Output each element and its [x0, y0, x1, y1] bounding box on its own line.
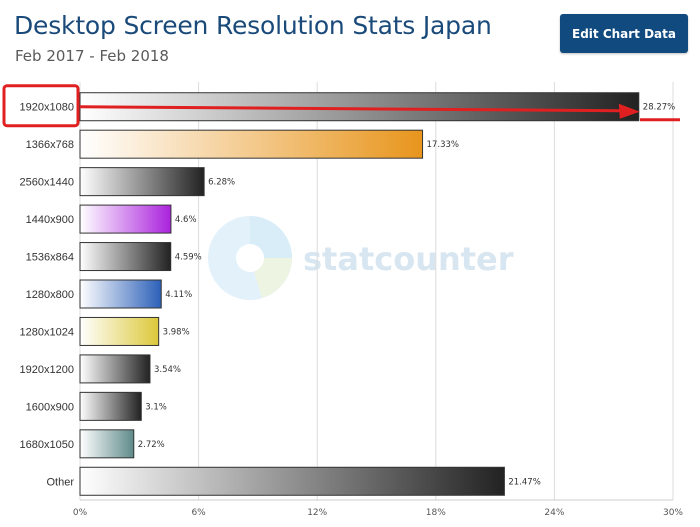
category-label: 2560x1440 [20, 177, 74, 189]
bar-2560x1440 [79, 167, 205, 197]
bar-1680x1050 [79, 429, 135, 459]
watermark-logo-hole [236, 244, 264, 272]
watermark-text: statcounter [303, 240, 514, 278]
value-label: 3.1% [145, 402, 167, 412]
watermark-logo-segment [250, 258, 292, 298]
x-tick-label: 12% [307, 508, 327, 518]
category-label: 1440x900 [26, 214, 74, 226]
x-tick-label: 6% [191, 508, 206, 518]
highlight-arrow-line [79, 105, 623, 113]
value-label: 6.28% [208, 178, 235, 188]
highlight-arrow-head [618, 103, 640, 119]
value-label: 28.27% [643, 103, 675, 113]
x-tick-label: 24% [544, 508, 564, 518]
value-label: 4.59% [175, 253, 202, 263]
category-label: 1920x1200 [20, 364, 74, 376]
statcounter-watermark: statcounter [208, 216, 514, 300]
watermark-logo-segment [250, 216, 292, 258]
chart-x-axis: 0% 6% 12% 18% 24% 30% [73, 499, 683, 518]
bar-1440x900 [79, 204, 172, 234]
bar-1280x1024 [79, 316, 160, 346]
value-label: 2.72% [138, 440, 165, 450]
bar-1280x800 [79, 279, 162, 309]
value-label: 17.33% [427, 140, 459, 150]
edit-chart-data-button[interactable]: Edit Chart Data [560, 14, 688, 53]
x-tick-label: 30% [663, 508, 683, 518]
category-label: 1366x768 [26, 139, 74, 151]
x-tick-label: 0% [73, 508, 88, 518]
bar-other [79, 466, 505, 496]
bar-1600x900 [79, 391, 142, 421]
value-label: 4.11% [165, 290, 192, 300]
value-label: 21.47% [508, 477, 540, 487]
page-title: Desktop Screen Resolution Stats Japan [14, 11, 492, 40]
category-label: 1680x1050 [20, 439, 74, 451]
page-subtitle: Feb 2017 - Feb 2018 [15, 47, 169, 65]
category-label: 1280x800 [26, 289, 74, 301]
value-label: 3.98% [163, 327, 190, 337]
bar-1920x1200 [79, 354, 151, 384]
x-tick-label: 18% [426, 508, 446, 518]
category-label: 1280x1024 [20, 326, 74, 338]
category-label: 1536x864 [26, 252, 74, 264]
category-label: Other [46, 476, 74, 488]
chart-annotations [2, 84, 680, 128]
bar-1536x864 [79, 242, 172, 272]
value-label: 4.6% [175, 215, 197, 225]
category-label: 1920x1080 [20, 102, 74, 114]
highlight-box [2, 84, 80, 128]
value-label: 3.54% [154, 365, 181, 375]
category-label: 1600x900 [26, 401, 74, 413]
bar-1366x768 [79, 129, 424, 159]
chart-bars: 1920x1080 28.27% 1366x768 17.33% 2560x1440 6.… [20, 92, 675, 496]
